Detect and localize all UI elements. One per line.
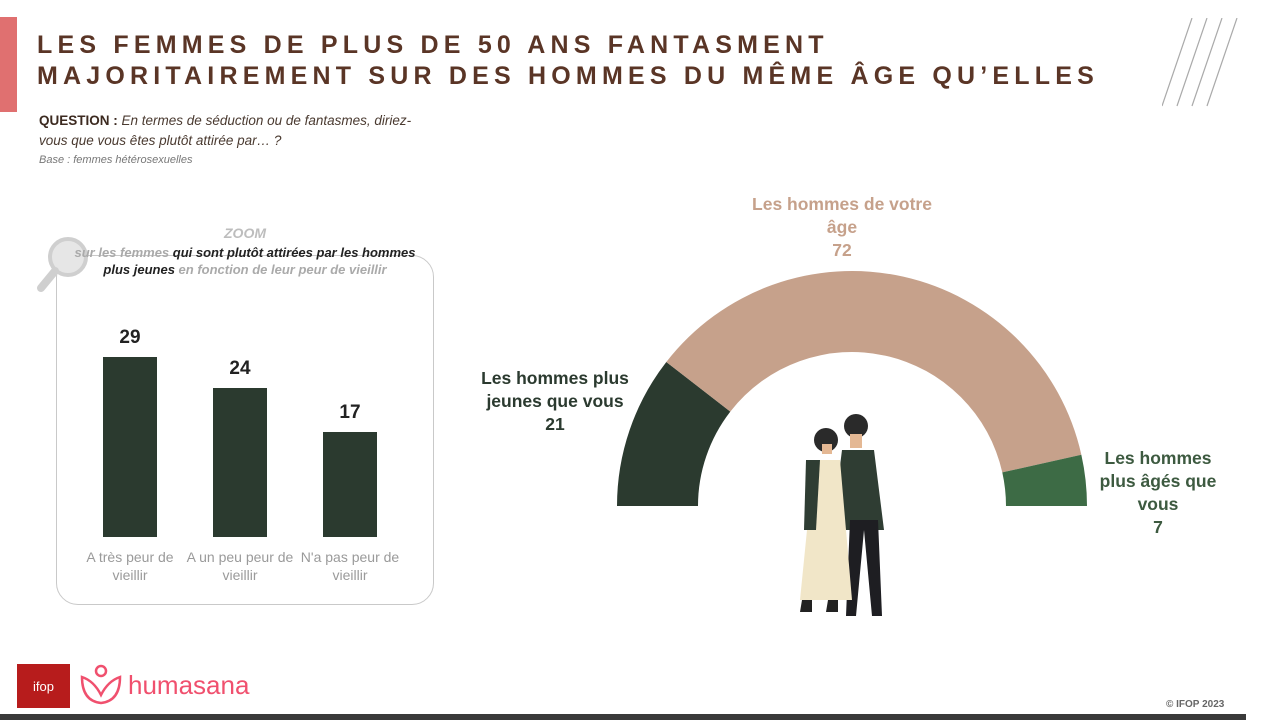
donut-label-older: Les hommes plus âgés que vous 7 [1099,448,1217,537]
question: QUESTION : En termes de séduction ou de … [39,111,439,151]
bar-value: 29 [119,327,141,349]
footer-bar [0,714,1246,720]
donut-label-younger: Les hommes plus jeunes que vous 21 [481,368,629,434]
bar [323,431,377,537]
zoom-panel [56,255,434,605]
donut-label-same-age: Les hommes de votre âge 72 [752,194,932,260]
question-label: QUESTION : [39,113,118,128]
zoom-text-2: qui sont plutôt attirées par les hommes … [103,245,416,277]
bar-value: 17 [339,401,361,423]
bar [213,388,267,537]
zoom-text-3: en fonction de leur peur de vieillir [174,262,387,277]
bar-value: 24 [229,358,251,380]
zoom-description: sur les femmes qui sont plutôt attirées … [60,244,430,278]
bar-category-label: N'a pas peur de vieillir [300,549,400,583]
donut-slice-older [1002,454,1087,506]
copyright: © IFOP 2023 [1166,699,1225,710]
bar [103,357,157,537]
humasana-logo-icon [80,664,122,705]
zoom-text-1: sur les femmes [74,245,173,260]
donut-slice-younger [617,361,731,506]
humasana-logo-text: humasana [128,670,250,700]
zoom-title: ZOOM [224,225,266,241]
page-title: LES FEMMES DE PLUS DE 50 ANS FANTASMENT … [37,31,1100,90]
accent-bar [0,17,17,112]
donut-slice-same-age [666,271,1082,473]
couple-illustration [800,414,884,616]
bar-category-label: A très peur de vieillir [86,549,174,583]
magnifier-icon [37,237,88,292]
ifop-logo: ifop [17,664,70,708]
question-text: En termes de séduction ou de fantasmes, … [39,113,412,148]
bar-category-label: A un peu peur de vieillir [186,549,294,583]
decorative-hatch [1162,18,1238,107]
base-note: Base : femmes hétérosexuelles [39,154,193,166]
